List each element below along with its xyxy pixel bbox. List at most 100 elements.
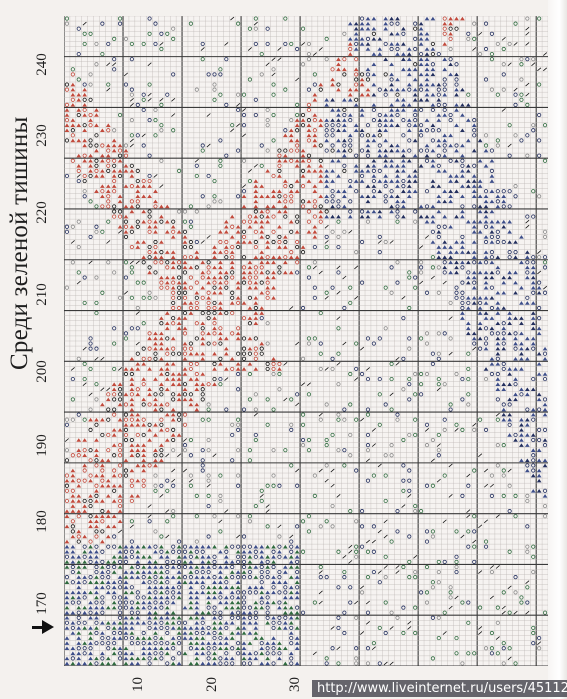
chart-symbol — [413, 46, 418, 52]
chart-symbol — [159, 448, 164, 453]
chart-symbol — [135, 605, 141, 610]
chart-symbol — [265, 321, 270, 326]
chart-symbol — [223, 544, 229, 549]
chart-symbol — [206, 260, 211, 265]
chart-symbol — [460, 128, 465, 133]
chart-symbol — [100, 651, 105, 656]
chart-symbol — [123, 367, 129, 371]
chart-symbol — [147, 575, 152, 579]
chart-symbol — [436, 382, 441, 387]
chart-symbol — [241, 351, 247, 356]
chart-symbol — [194, 351, 200, 356]
chart-symbol — [212, 245, 217, 249]
chart-symbol — [483, 250, 489, 254]
chart-symbol — [247, 26, 253, 31]
chart-symbol — [170, 433, 176, 437]
chart-symbol — [436, 113, 442, 117]
chart-symbol — [218, 230, 223, 234]
chart-symbol — [200, 382, 206, 386]
chart-symbol — [64, 610, 70, 615]
chart-symbol — [295, 46, 300, 52]
chart-symbol — [389, 42, 394, 46]
chart-symbol — [100, 656, 105, 661]
chart-symbol — [236, 387, 241, 392]
chart-symbol — [153, 341, 158, 346]
chart-symbol — [206, 402, 211, 407]
chart-symbol — [241, 229, 247, 234]
chart-symbol — [111, 428, 117, 432]
chart-symbol — [94, 229, 99, 234]
chart-symbol — [413, 605, 418, 610]
chart-symbol — [430, 179, 436, 183]
chart-symbol — [141, 580, 147, 584]
chart-symbol — [177, 209, 182, 214]
chart-symbol — [265, 559, 270, 564]
chart-symbol — [171, 316, 176, 321]
chart-symbol — [277, 367, 282, 371]
chart-symbol — [200, 372, 206, 376]
chart-symbol — [82, 646, 87, 651]
chart-symbol — [383, 123, 389, 127]
chart-symbol — [466, 600, 471, 605]
chart-symbol — [318, 524, 323, 529]
chart-symbol — [424, 148, 430, 153]
chart-symbol — [519, 423, 524, 427]
chart-symbol — [76, 52, 81, 57]
chart-symbol — [259, 544, 265, 549]
chart-symbol — [94, 108, 99, 112]
chart-symbol — [507, 509, 512, 514]
chart-symbol — [531, 554, 536, 559]
chart-symbol — [200, 417, 205, 422]
chart-symbol — [105, 397, 111, 402]
chart-symbol — [478, 417, 483, 422]
chart-symbol — [318, 164, 324, 168]
chart-symbol — [312, 244, 317, 250]
chart-symbol — [430, 534, 435, 539]
chart-symbol — [241, 184, 247, 188]
chart-symbol — [241, 204, 247, 209]
chart-symbol — [489, 646, 495, 651]
chart-symbol — [383, 326, 388, 331]
chart-symbol — [265, 621, 270, 625]
chart-symbol — [135, 341, 140, 346]
chart-symbol — [188, 483, 193, 488]
chart-symbol — [359, 21, 365, 26]
chart-symbol — [377, 112, 382, 118]
chart-symbol — [206, 437, 211, 443]
chart-symbol — [123, 148, 129, 153]
chart-symbol — [424, 62, 430, 67]
chart-symbol — [188, 605, 194, 610]
chart-symbol — [141, 463, 147, 468]
chart-symbol — [117, 448, 123, 453]
chart-symbol — [212, 641, 217, 645]
chart-symbol — [194, 549, 199, 554]
chart-symbol — [407, 432, 412, 438]
chart-symbol — [466, 36, 471, 41]
chart-symbol — [159, 356, 164, 361]
chart-symbol — [342, 630, 347, 636]
chart-symbol — [289, 534, 294, 539]
chart-symbol — [401, 153, 406, 158]
chart-symbol — [200, 341, 206, 346]
chart-symbol — [442, 214, 448, 219]
chart-symbol — [105, 605, 111, 610]
chart-symbol — [241, 559, 247, 564]
chart-symbol — [88, 346, 93, 351]
chart-symbol — [76, 539, 81, 544]
chart-symbol — [536, 326, 542, 331]
chart-symbol — [436, 580, 441, 585]
chart-symbol — [200, 641, 206, 645]
chart-symbol — [194, 661, 200, 666]
chart-symbol — [430, 615, 435, 620]
chart-symbol — [164, 362, 170, 366]
chart-symbol — [200, 387, 205, 392]
chart-symbol — [206, 270, 211, 275]
chart-symbol — [247, 514, 253, 519]
chart-symbol — [247, 621, 253, 625]
chart-symbol — [212, 275, 217, 280]
chart-symbol — [418, 31, 424, 36]
chart-symbol — [176, 661, 182, 666]
chart-symbol — [412, 87, 418, 92]
chart-symbol — [495, 92, 500, 97]
chart-symbol — [442, 519, 447, 524]
